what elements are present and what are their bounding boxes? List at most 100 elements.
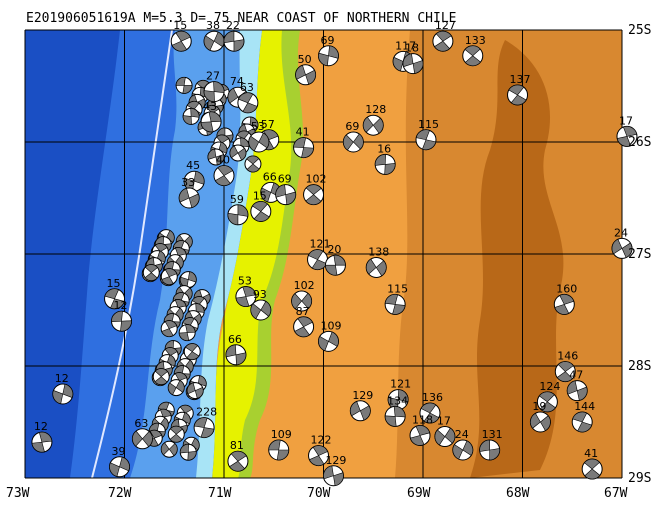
earthquake-event-marker: 59 [227,193,249,226]
earthquake-event-marker: 12 [111,299,133,332]
earthquake-event-marker: 20 [324,243,346,276]
event-depth-label: 53 [238,275,252,288]
map-title: E201906051619A M=5.3 D= 75 NEAR COAST OF… [26,11,456,26]
earthquake-event-marker: 118 [409,413,433,446]
event-depth-label: 129 [325,454,346,467]
event-depth-label: 63 [240,81,254,94]
cluster-event-marker [186,382,204,400]
earthquake-event-marker: 43 [200,100,222,133]
event-depth-label: 40 [216,154,230,167]
event-depth-label: 144 [574,400,595,413]
earthquake-event-marker: 109 [317,319,341,352]
lon-label-73w: 73W [6,486,30,501]
earthquake-event-marker: 124 [536,380,560,413]
event-depth-label: 102 [294,279,315,292]
earthquake-event-marker: 12 [52,372,74,405]
earthquake-event-marker: 144 [571,400,595,433]
lat-label-27s: 27S [628,247,651,262]
earthquake-event-marker: 15 [104,277,126,310]
cluster-event-marker [178,324,196,342]
event-depth-label: 115 [418,118,439,131]
event-depth-label: 137 [510,73,531,86]
earthquake-event-marker: 15 [250,189,272,222]
event-depth-label: 59 [230,193,244,206]
event-depth-label: 115 [387,282,408,295]
earthquake-event-marker: 27 [203,70,225,103]
event-depth-label: 41 [296,126,310,139]
earthquake-event-marker: 69 [317,34,339,67]
lon-label-71w: 71W [208,486,232,501]
cluster-event-marker [179,271,197,289]
event-depth-label: 12 [114,299,128,312]
lon-axis-labels: 73W 72W 71W 70W 69W 68W 67W [6,486,628,501]
event-depth-label: 109 [271,428,292,441]
event-clusters [141,76,262,461]
cluster-event-marker [175,76,193,94]
earthquake-event-marker: 63 [237,81,259,114]
lon-label-69w: 69W [407,486,431,501]
earthquake-event-marker: 160 [553,282,577,315]
earthquake-event-marker: 146 [554,350,578,383]
earthquake-event-marker: 39 [109,445,131,478]
event-depth-label: 20 [327,243,341,256]
earthquake-event-marker: 66 [225,333,247,366]
lon-label-72w: 72W [108,486,132,501]
event-depth-label: 12 [55,372,69,385]
event-depth-label: 66 [263,170,277,183]
earthquake-event-marker: 22 [223,19,245,52]
event-depth-label: 16 [377,142,391,155]
earthquake-event-marker: 228 [193,406,217,439]
earthquake-event-marker: 102 [291,279,315,312]
event-depth-label: 17 [437,415,451,428]
event-depth-label: 109 [320,319,341,332]
earthquake-event-marker: 127 [432,19,456,52]
event-depth-label: 69 [320,34,334,47]
earthquake-event-marker: 138 [365,245,389,278]
event-depth-label: 121 [310,238,331,251]
lat-label-29s: 29S [628,471,651,486]
earthquake-event-marker: 129 [322,454,346,487]
earthquake-event-marker: 18 [402,42,424,75]
event-depth-label: 127 [435,19,456,32]
event-depth-label: 43 [203,100,217,113]
trench-line [91,30,173,478]
event-depth-label: 15 [173,19,187,32]
event-depth-label: 38 [206,19,220,32]
mountain-patches [470,40,564,478]
earthquake-event-marker: 33 [178,176,200,209]
earthquake-event-marker: 41 [581,447,603,480]
cluster-event-marker [182,107,200,125]
earthquake-event-marker: 115 [384,282,408,315]
cluster-event-marker [152,368,170,386]
earthquake-event-marker: 53 [235,275,257,308]
lat-label-25s: 25S [628,23,651,38]
earthquake-event-marker: 109 [268,428,292,461]
earthquake-event-marker: 133 [462,34,486,67]
cluster-event-marker [167,379,185,397]
event-depth-label: 74 [230,75,244,88]
event-depth-label: 17 [619,114,633,127]
event-depth-label: 18 [405,42,419,55]
earthquake-event-marker: 38 [203,19,225,52]
earthquake-event-marker: 81 [227,439,249,472]
event-depth-label: 57 [261,118,275,131]
earthquake-event-marker: 102 [303,173,327,206]
earthquake-event-marker: 69 [342,120,364,153]
lat-label-26s: 26S [628,135,651,150]
cluster-event-marker [142,264,160,282]
earthquake-event-marker: 63 [131,417,153,450]
earthquake-event-marker: 87 [293,305,315,338]
earthquake-event-marker: 47 [566,369,588,402]
event-depth-label: 146 [557,350,578,363]
earthquake-event-marker: 115 [415,118,439,151]
event-depth-label: 41 [584,447,598,460]
event-depth-label: 133 [465,34,486,47]
event-depth-label: 129 [352,389,373,402]
cluster-event-marker [160,320,178,338]
earthquake-event-marker: 129 [349,389,373,422]
event-depth-label: 53 [251,120,265,133]
earthquake-event-marker: 16 [374,142,396,175]
event-depth-label: 131 [482,428,503,441]
